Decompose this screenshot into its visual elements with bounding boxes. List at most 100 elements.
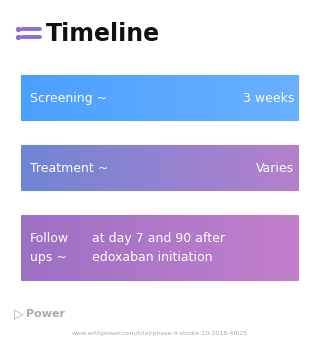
Bar [173,208,175,288]
Bar [305,68,307,128]
Bar [37,138,39,198]
Bar [204,138,206,198]
Bar [46,208,48,288]
Bar [280,208,282,288]
Bar [163,208,165,288]
Bar [52,208,54,288]
Bar [267,68,268,128]
Bar [100,138,102,198]
Bar [61,68,63,128]
Bar [232,208,234,288]
Bar [172,68,174,128]
Bar [235,68,236,128]
Bar [35,68,36,128]
Bar [191,138,193,198]
Bar [52,138,54,198]
Bar [83,208,84,288]
Text: Screening ~: Screening ~ [30,92,107,104]
Bar [84,208,86,288]
Bar [30,68,32,128]
Bar [280,138,282,198]
Bar [290,68,292,128]
Bar [85,68,87,128]
Bar [248,68,250,128]
Bar [27,138,29,198]
Bar [48,138,50,198]
Bar [183,138,185,198]
Bar [80,68,82,128]
Bar [109,208,111,288]
Bar [201,138,203,198]
Bar [215,138,218,198]
Bar [248,138,250,198]
Bar [236,68,238,128]
Bar [68,68,70,128]
Bar [220,138,222,198]
Bar [268,68,270,128]
Bar [243,68,245,128]
Bar [74,208,76,288]
Bar [227,68,229,128]
Bar [264,208,266,288]
Bar [65,208,67,288]
Bar [147,208,149,288]
Bar [232,138,234,198]
Bar [196,208,198,288]
Bar [240,208,242,288]
Bar [53,68,55,128]
Bar [23,208,25,288]
Bar [126,208,128,288]
Bar [84,138,86,198]
Bar [175,68,177,128]
Bar [169,68,171,128]
Bar [14,208,16,288]
Bar [100,208,102,288]
Bar [164,68,166,128]
Bar [265,208,267,288]
Bar [249,138,251,198]
Bar [235,138,236,198]
Bar [15,138,17,198]
Bar [154,68,156,128]
Bar [20,68,22,128]
Bar [92,208,93,288]
Bar [293,208,295,288]
Bar [178,138,180,198]
Bar [211,208,213,288]
Bar [64,208,66,288]
Bar [147,68,149,128]
Bar [236,208,238,288]
Bar [23,68,25,128]
Bar [129,208,131,288]
Bar [110,138,112,198]
Bar [175,138,177,198]
Bar [67,138,68,198]
Bar [81,138,83,198]
Bar [55,68,57,128]
Bar [239,68,241,128]
Bar [212,208,214,288]
Bar [156,68,157,128]
Bar [277,208,279,288]
Bar [58,208,60,288]
Text: Follow
ups ~: Follow ups ~ [30,232,69,264]
Bar [230,68,232,128]
Text: at day 7 and 90 after
edoxaban initiation: at day 7 and 90 after edoxaban initiatio… [92,232,225,264]
Bar [140,68,141,128]
Bar [46,68,48,128]
Bar [61,138,63,198]
Bar [212,68,214,128]
Bar [156,208,157,288]
Bar [294,138,296,198]
Bar [297,138,299,198]
Bar [71,138,73,198]
Bar [261,208,263,288]
Bar [119,68,121,128]
Bar [144,68,146,128]
Bar [217,138,219,198]
Bar [292,68,293,128]
Bar [96,208,98,288]
Bar [208,68,210,128]
Bar [21,68,23,128]
Bar [110,68,112,128]
